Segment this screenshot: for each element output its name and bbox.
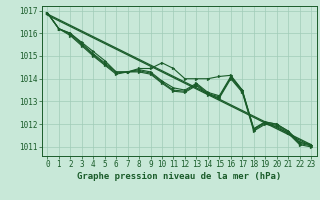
X-axis label: Graphe pression niveau de la mer (hPa): Graphe pression niveau de la mer (hPa) bbox=[77, 172, 281, 181]
